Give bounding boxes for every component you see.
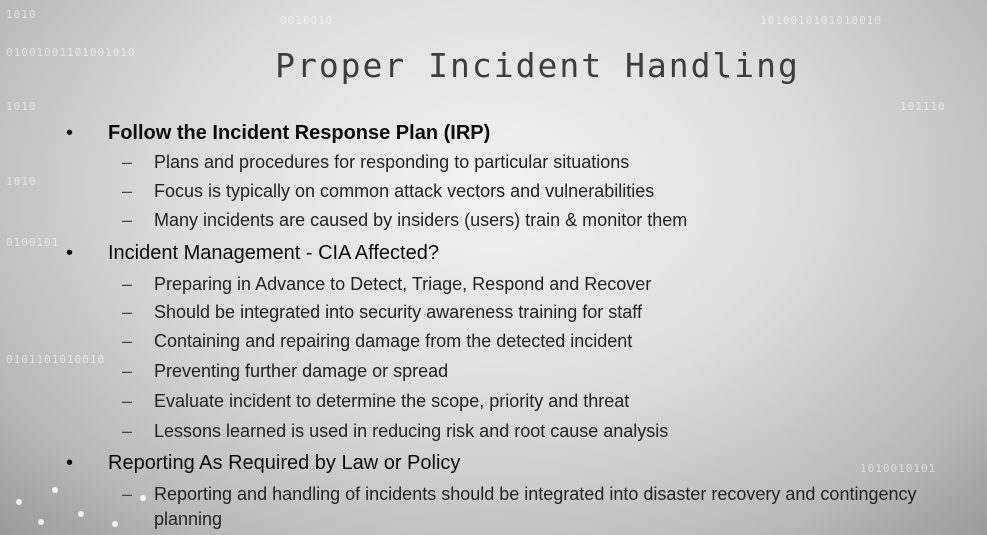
sub-item: – Should be integrated into security awar… — [122, 302, 642, 323]
background-binary-text: 1010 — [6, 8, 37, 21]
sub-item: – Focus is typically on common attack vec… — [122, 181, 654, 202]
sub-item-text: Focus is typically on common attack vect… — [154, 181, 655, 201]
background-binary-text: 101110 — [900, 100, 946, 113]
sub-item-text: Evaluate incident to determine the scope… — [154, 391, 630, 411]
sub-item: – Many incidents are caused by insiders (… — [122, 210, 687, 231]
sub-item-text: Preparing in Advance to Detect, Triage, … — [154, 274, 652, 294]
dash-icon: – — [122, 361, 133, 381]
background-binary-text: 0100101 — [6, 236, 60, 249]
dot-icon — [16, 499, 22, 505]
bullet-icon: • — [66, 452, 74, 474]
dot-icon — [140, 495, 146, 501]
background-binary-text: 0010010 — [280, 14, 334, 27]
dash-icon: – — [122, 210, 133, 230]
bullet-icon: • — [66, 242, 74, 264]
dash-icon: – — [122, 152, 133, 172]
background-binary-text: 01001001101001010 — [6, 46, 136, 59]
sub-item-text: Preventing further damage or spread — [154, 361, 449, 381]
heading-text: Incident Management - CIA Affected? — [108, 242, 439, 264]
dash-icon: – — [122, 421, 133, 441]
dash-icon: – — [122, 484, 133, 504]
bullet-heading: • Incident Management - CIA Affected? — [66, 242, 439, 265]
sub-item: – Reporting and handling of incidents sho… — [122, 482, 942, 532]
bullet-heading: • Follow the Incident Response Plan (IRP) — [66, 122, 490, 145]
heading-text: Follow the Incident Response Plan (IRP) — [108, 122, 491, 144]
dot-icon — [78, 511, 84, 517]
background-binary-text: 1010 — [6, 100, 37, 113]
dot-icon — [112, 521, 118, 527]
background-binary-text: 0101101010010 — [6, 353, 106, 366]
sub-item-text: Plans and procedures for responding to p… — [154, 152, 630, 172]
dash-icon: – — [122, 181, 133, 201]
dash-icon: – — [122, 274, 133, 294]
sub-item: – Preventing further damage or spread — [122, 361, 448, 382]
dash-icon: – — [122, 302, 133, 322]
sub-item-text: Lessons learned is used in reducing risk… — [154, 421, 669, 441]
sub-item: – Evaluate incident to determine the scop… — [122, 391, 629, 412]
background-binary-text: 1010010101 — [860, 462, 937, 475]
sub-item-text: Reporting and handling of incidents shou… — [154, 484, 917, 529]
sub-item-text: Many incidents are caused by insiders (u… — [154, 210, 688, 230]
sub-item: – Plans and procedures for responding to … — [122, 152, 629, 173]
background-binary-text: 1010 — [6, 175, 37, 188]
slide-title: Proper Incident Handling — [275, 46, 800, 85]
sub-item: – Lessons learned is used in reducing ris… — [122, 421, 668, 442]
heading-text: Reporting As Required by Law or Policy — [108, 452, 461, 474]
sub-item: – Preparing in Advance to Detect, Triage,… — [122, 274, 651, 295]
dash-icon: – — [122, 331, 133, 351]
sub-item: – Containing and repairing damage from th… — [122, 331, 632, 352]
bullet-heading: • Reporting As Required by Law or Policy — [66, 452, 460, 475]
dot-icon — [52, 487, 58, 493]
dash-icon: – — [122, 391, 133, 411]
dot-icon — [38, 519, 44, 525]
decorative-network-dots — [0, 475, 160, 535]
sub-item-text: Containing and repairing damage from the… — [154, 331, 633, 351]
background-binary-text: 1010010101010010 — [760, 14, 882, 27]
bullet-icon: • — [66, 122, 74, 144]
sub-item-text: Should be integrated into security aware… — [154, 302, 642, 322]
